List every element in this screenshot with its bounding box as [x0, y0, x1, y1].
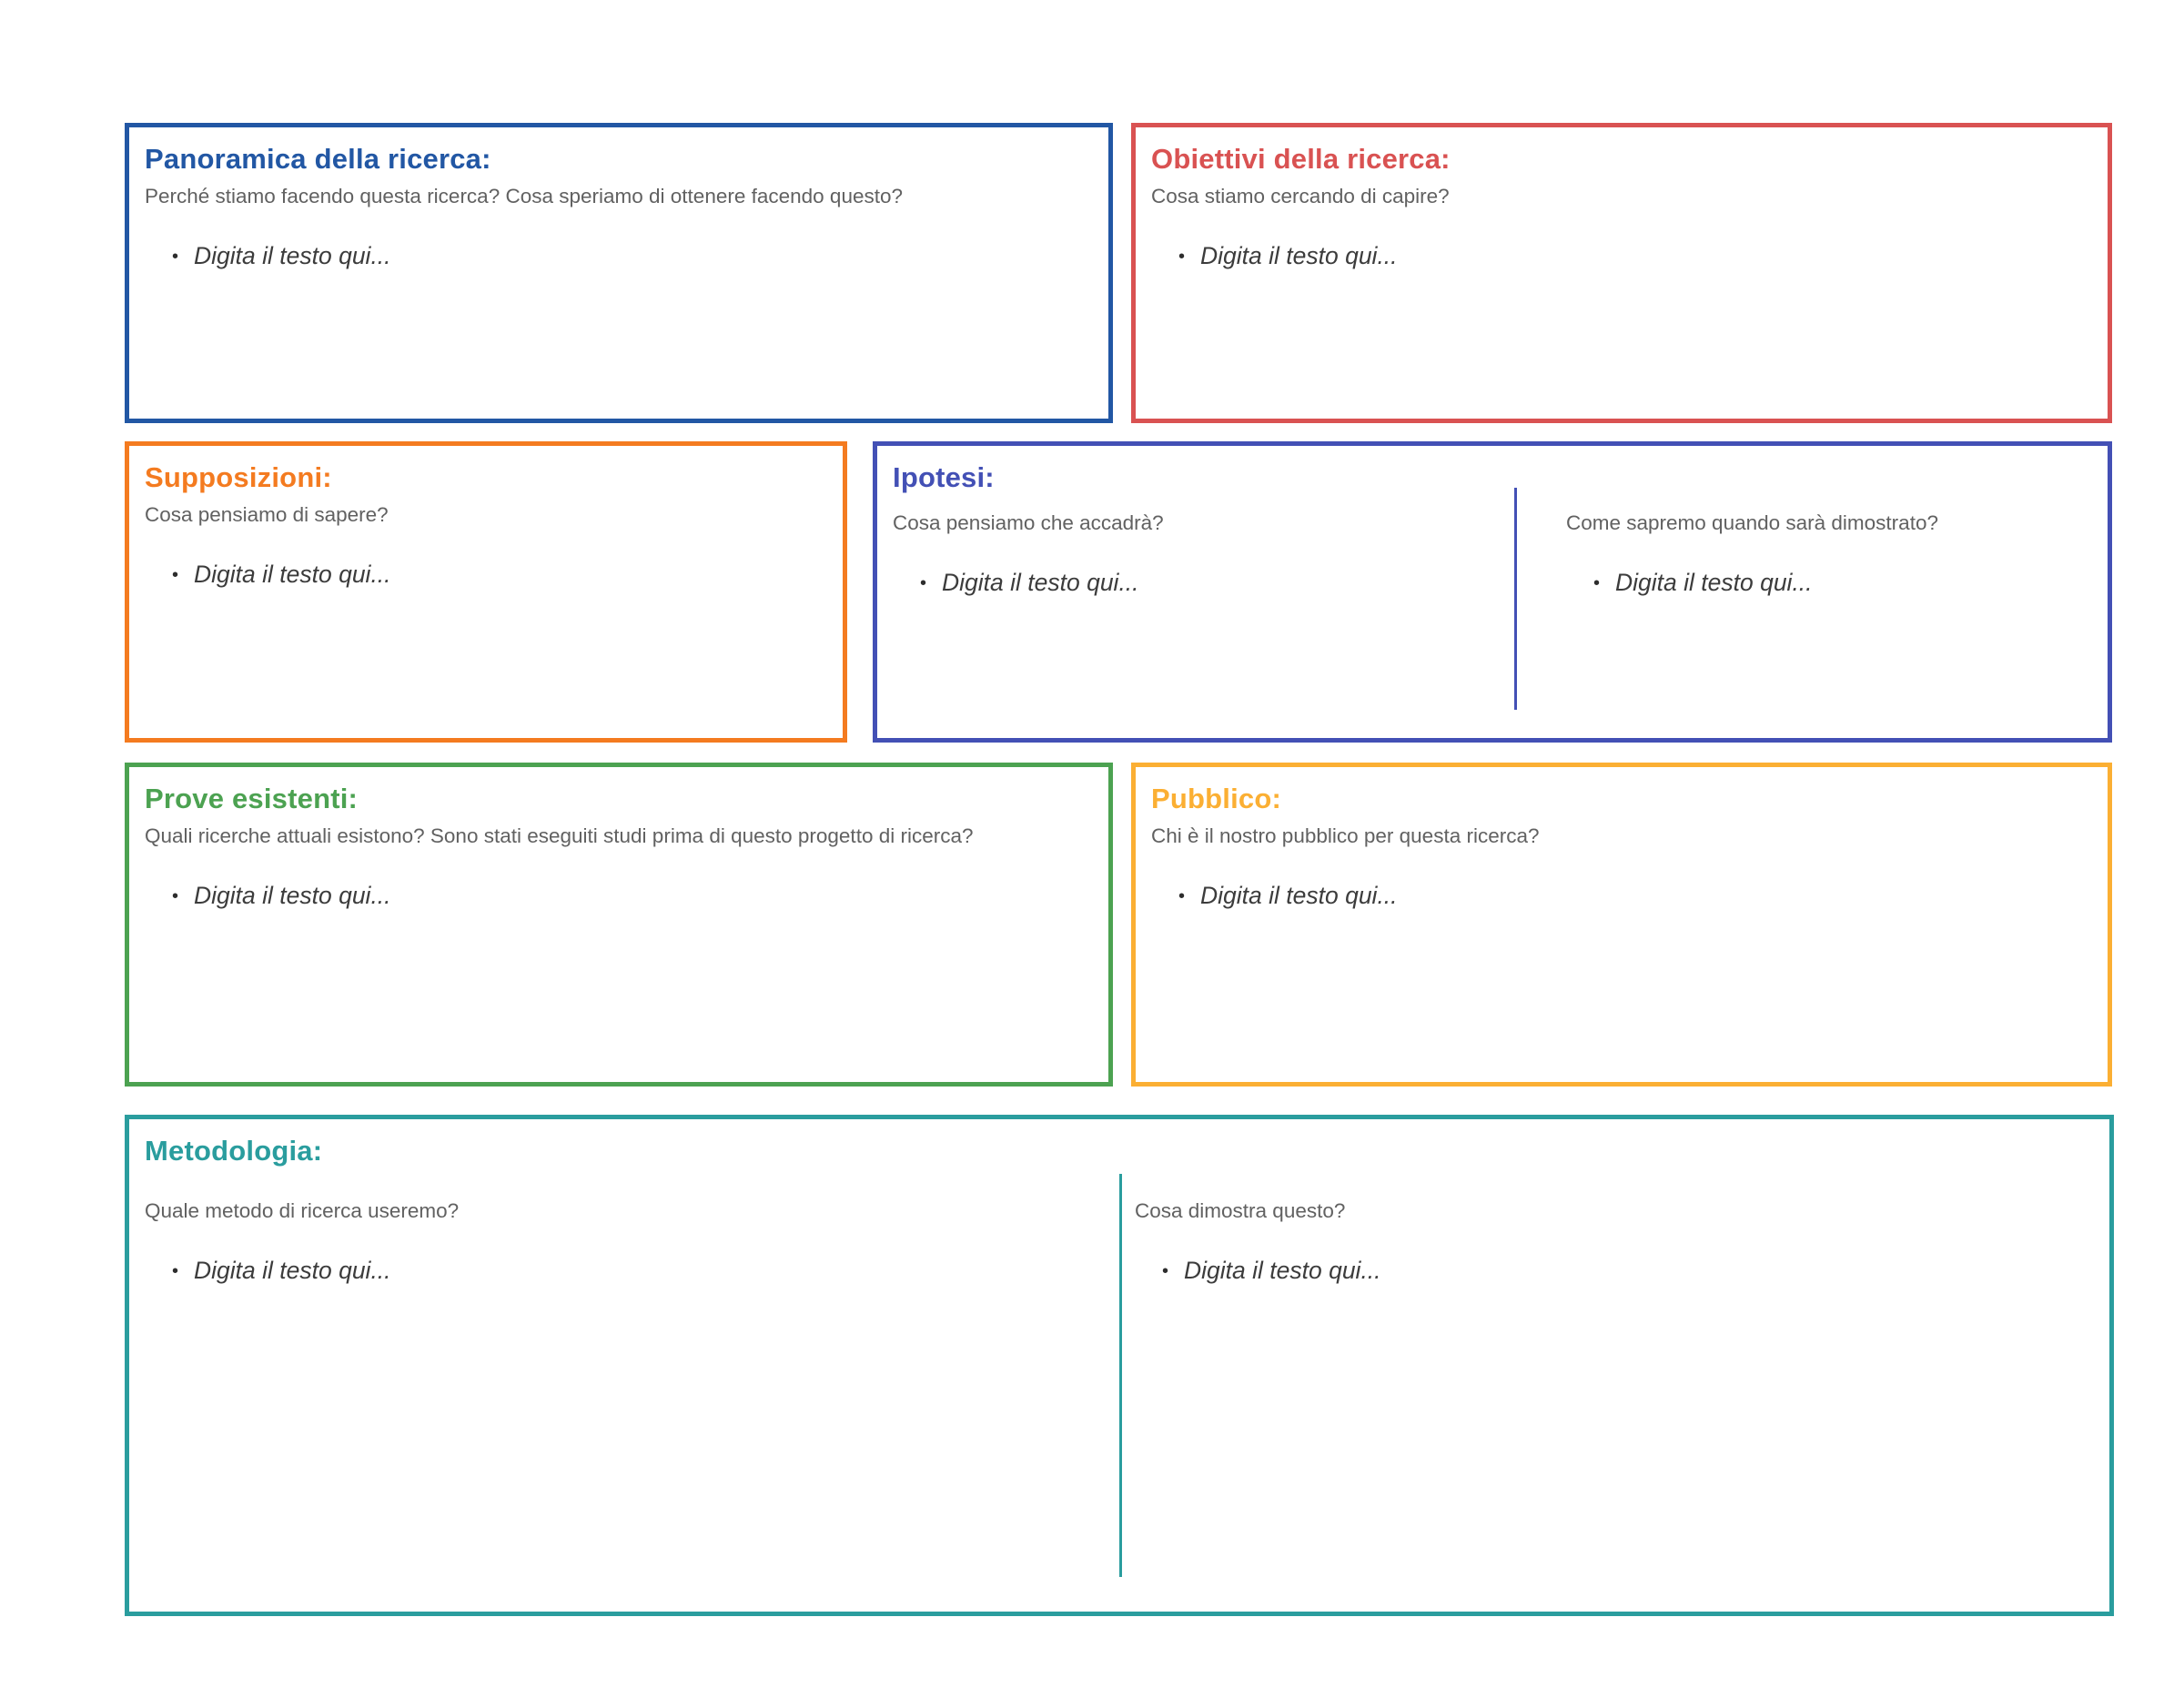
section-assumptions: Supposizioni: Cosa pensiamo di sapere? D… [125, 441, 847, 743]
bullet-icon [1593, 573, 1600, 594]
methodology-left-column: Quale metodo di ricerca useremo? Digita … [145, 1169, 1091, 1287]
section-question: Quale metodo di ricerca useremo? [145, 1198, 460, 1222]
section-question: Perché stiamo facendo questa ricerca? Co… [145, 184, 903, 207]
section-question: Cosa stiamo cercando di capire? [1151, 184, 1450, 207]
placeholder-item[interactable]: Digita il testo qui... [1178, 240, 2088, 271]
placeholder-item[interactable]: Digita il testo qui... [172, 880, 1088, 911]
section-title: Pubblico: [1151, 783, 1282, 814]
section-research-goals: Obiettivi della ricerca: Cosa stiamo cer… [1131, 123, 2112, 423]
bullet-icon [1178, 886, 1185, 907]
column-divider [1119, 1174, 1122, 1577]
bullet-icon [172, 886, 178, 907]
section-title: Prove esistenti: [145, 783, 359, 814]
section-audience: Pubblico: Chi è il nostro pubblico per q… [1131, 763, 2112, 1087]
placeholder-text[interactable]: Digita il testo qui... [1200, 242, 1398, 270]
bullet-icon [1162, 1261, 1168, 1282]
placeholder-item[interactable]: Digita il testo qui... [172, 559, 823, 590]
placeholder-item[interactable]: Digita il testo qui... [1162, 1255, 2089, 1286]
methodology-right-column: Cosa dimostra questo? Digita il testo qu… [1135, 1169, 2089, 1287]
section-question: Chi è il nostro pubblico per questa rice… [1151, 824, 1540, 847]
placeholder-item[interactable]: Digita il testo qui... [920, 567, 1489, 598]
section-question: Come sapremo quando sarà dimostrato? [1566, 510, 1938, 534]
placeholder-item[interactable]: Digita il testo qui... [172, 1255, 1091, 1286]
placeholder-text[interactable]: Digita il testo qui... [194, 242, 391, 270]
placeholder-text[interactable]: Digita il testo qui... [194, 1257, 391, 1285]
bullet-icon [920, 573, 926, 594]
placeholder-text[interactable]: Digita il testo qui... [194, 561, 391, 589]
section-methodology: Metodologia: Quale metodo di ricerca use… [125, 1115, 2114, 1616]
placeholder-text[interactable]: Digita il testo qui... [1200, 882, 1398, 910]
section-title: Obiettivi della ricerca: [1151, 143, 1451, 175]
section-title: Supposizioni: [145, 461, 332, 493]
hypothesis-right-column: Come sapremo quando sarà dimostrato? Dig… [1566, 496, 2088, 599]
bullet-icon [1178, 247, 1185, 268]
section-question: Quali ricerche attuali esistono? Sono st… [145, 824, 974, 847]
bullet-icon [172, 565, 178, 586]
section-research-overview: Panoramica della ricerca: Perché stiamo … [125, 123, 1113, 423]
placeholder-text[interactable]: Digita il testo qui... [1615, 569, 1813, 597]
column-divider [1514, 488, 1517, 710]
placeholder-item[interactable]: Digita il testo qui... [1593, 567, 2088, 598]
placeholder-text[interactable]: Digita il testo qui... [1184, 1257, 1381, 1285]
section-existing-evidence: Prove esistenti: Quali ricerche attuali … [125, 763, 1113, 1087]
bullet-icon [172, 247, 178, 268]
section-title: Panoramica della ricerca: [145, 143, 491, 175]
placeholder-text[interactable]: Digita il testo qui... [942, 569, 1139, 597]
placeholder-item[interactable]: Digita il testo qui... [172, 240, 1088, 271]
placeholder-text[interactable]: Digita il testo qui... [194, 882, 391, 910]
section-question: Cosa pensiamo che accadrà? [893, 510, 1164, 534]
section-title: Metodologia: [145, 1135, 323, 1167]
section-hypothesis: Ipotesi: Cosa pensiamo che accadrà? Digi… [873, 441, 2112, 743]
bullet-icon [172, 1261, 178, 1282]
placeholder-item[interactable]: Digita il testo qui... [1178, 880, 2088, 911]
section-question: Cosa dimostra questo? [1135, 1198, 1346, 1222]
hypothesis-left-column: Cosa pensiamo che accadrà? Digita il tes… [893, 496, 1489, 599]
section-title: Ipotesi: [893, 461, 995, 493]
section-question: Cosa pensiamo di sapere? [145, 502, 389, 526]
